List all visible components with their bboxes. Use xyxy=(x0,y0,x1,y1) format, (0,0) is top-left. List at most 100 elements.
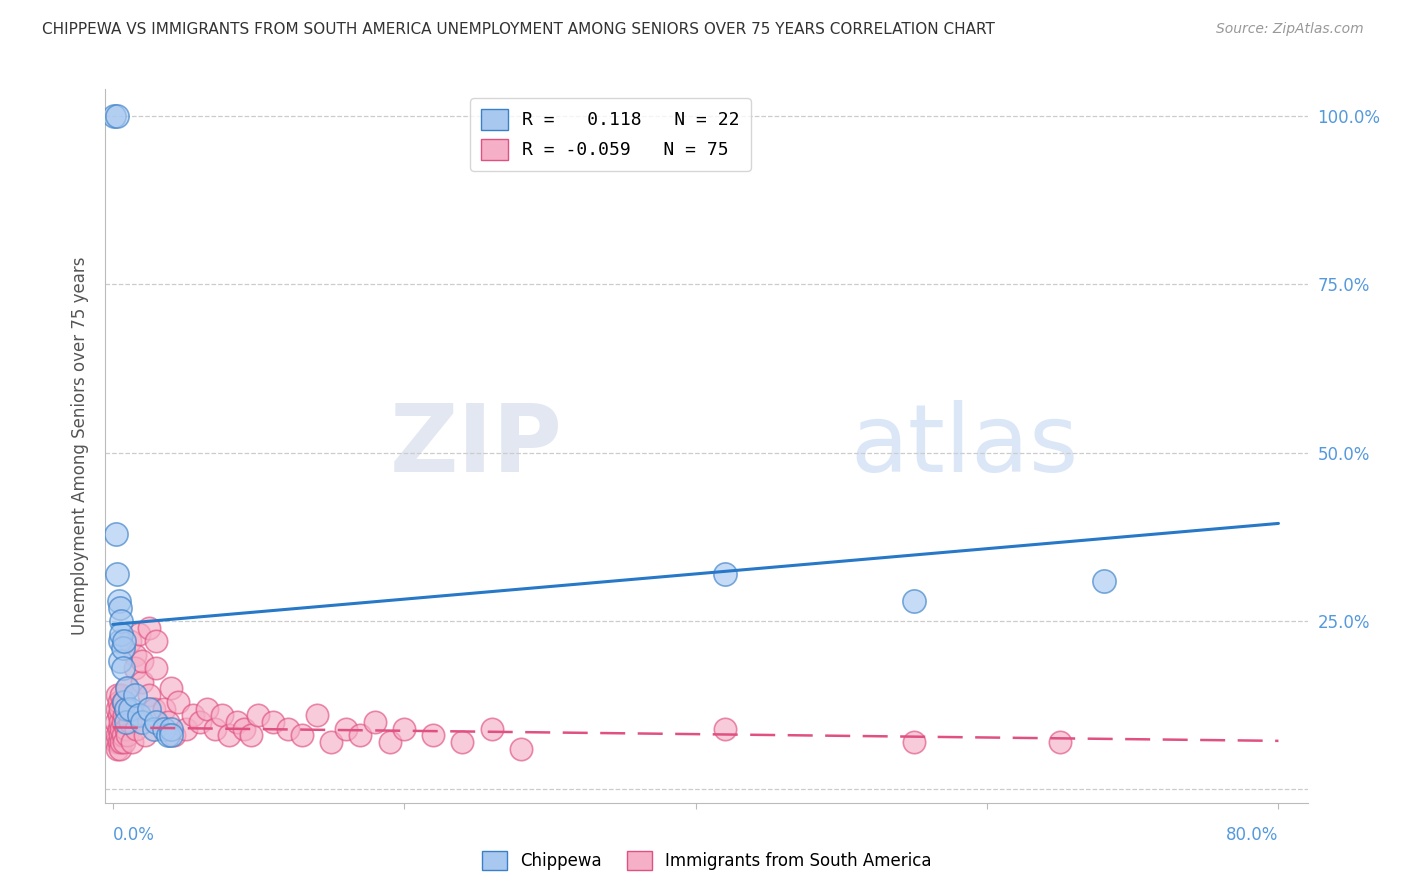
Point xyxy=(1092,574,1115,588)
Point xyxy=(481,722,503,736)
Point xyxy=(111,640,134,655)
Point xyxy=(903,735,925,749)
Point xyxy=(105,729,128,743)
Point xyxy=(204,722,226,736)
Point xyxy=(108,701,131,715)
Point xyxy=(105,566,128,581)
Point xyxy=(364,714,387,729)
Point xyxy=(157,729,180,743)
Point xyxy=(103,109,125,123)
Point xyxy=(163,729,186,743)
Point xyxy=(378,735,401,749)
Point xyxy=(160,729,183,743)
Point xyxy=(121,735,143,749)
Point xyxy=(105,701,128,715)
Point xyxy=(713,722,735,736)
Point xyxy=(107,708,129,723)
Point xyxy=(128,708,150,723)
Point xyxy=(218,729,240,743)
Point xyxy=(422,729,444,743)
Point xyxy=(112,735,135,749)
Point xyxy=(713,566,735,581)
Point xyxy=(167,695,190,709)
Text: CHIPPEWA VS IMMIGRANTS FROM SOUTH AMERICA UNEMPLOYMENT AMONG SENIORS OVER 75 YEA: CHIPPEWA VS IMMIGRANTS FROM SOUTH AMERIC… xyxy=(42,22,995,37)
Point xyxy=(110,722,132,736)
Point xyxy=(131,655,153,669)
Point xyxy=(160,722,183,736)
Point xyxy=(1049,735,1071,749)
Point xyxy=(104,714,127,729)
Point xyxy=(117,681,139,696)
Point xyxy=(145,714,167,729)
Point xyxy=(111,661,134,675)
Point xyxy=(108,742,131,756)
Point xyxy=(145,634,167,648)
Point xyxy=(108,714,131,729)
Point xyxy=(138,701,160,715)
Point xyxy=(104,735,127,749)
Text: 0.0%: 0.0% xyxy=(112,826,155,845)
Point xyxy=(138,688,160,702)
Point xyxy=(111,729,134,743)
Point xyxy=(903,594,925,608)
Point xyxy=(335,722,357,736)
Point xyxy=(142,722,165,736)
Point xyxy=(451,735,474,749)
Point xyxy=(142,701,165,715)
Point xyxy=(108,729,131,743)
Point xyxy=(105,109,128,123)
Point xyxy=(110,614,132,628)
Point xyxy=(392,722,415,736)
Point xyxy=(110,627,132,641)
Point xyxy=(247,708,270,723)
Point xyxy=(120,714,142,729)
Point xyxy=(181,708,204,723)
Point xyxy=(108,634,131,648)
Text: Source: ZipAtlas.com: Source: ZipAtlas.com xyxy=(1216,22,1364,37)
Point xyxy=(128,627,150,641)
Point xyxy=(124,688,146,702)
Point xyxy=(262,714,284,729)
Point xyxy=(125,722,148,736)
Point xyxy=(152,701,174,715)
Point xyxy=(152,722,174,736)
Point xyxy=(120,634,142,648)
Point xyxy=(112,634,135,648)
Point xyxy=(138,621,160,635)
Point xyxy=(105,742,128,756)
Point xyxy=(107,594,129,608)
Point xyxy=(112,708,135,723)
Point xyxy=(117,681,139,696)
Point xyxy=(157,714,180,729)
Point xyxy=(131,714,153,729)
Point xyxy=(117,729,139,743)
Point xyxy=(145,661,167,675)
Point xyxy=(188,714,211,729)
Point xyxy=(104,526,127,541)
Point xyxy=(107,695,129,709)
Text: atlas: atlas xyxy=(851,400,1078,492)
Point xyxy=(120,701,142,715)
Point xyxy=(107,722,129,736)
Point xyxy=(105,688,128,702)
Point xyxy=(321,735,343,749)
Point xyxy=(509,742,531,756)
Legend: Chippewa, Immigrants from South America: Chippewa, Immigrants from South America xyxy=(475,844,938,877)
Point xyxy=(197,701,219,715)
Point xyxy=(305,708,328,723)
Point xyxy=(115,701,138,715)
Point xyxy=(124,648,146,662)
Point xyxy=(291,729,314,743)
Point xyxy=(160,681,183,696)
Point xyxy=(131,674,153,689)
Point xyxy=(110,688,132,702)
Point xyxy=(174,722,197,736)
Point xyxy=(111,714,134,729)
Point xyxy=(277,722,299,736)
Y-axis label: Unemployment Among Seniors over 75 years: Unemployment Among Seniors over 75 years xyxy=(72,257,90,635)
Point xyxy=(107,735,129,749)
Point xyxy=(112,695,135,709)
Point xyxy=(349,729,371,743)
Point xyxy=(115,701,138,715)
Point xyxy=(115,714,138,729)
